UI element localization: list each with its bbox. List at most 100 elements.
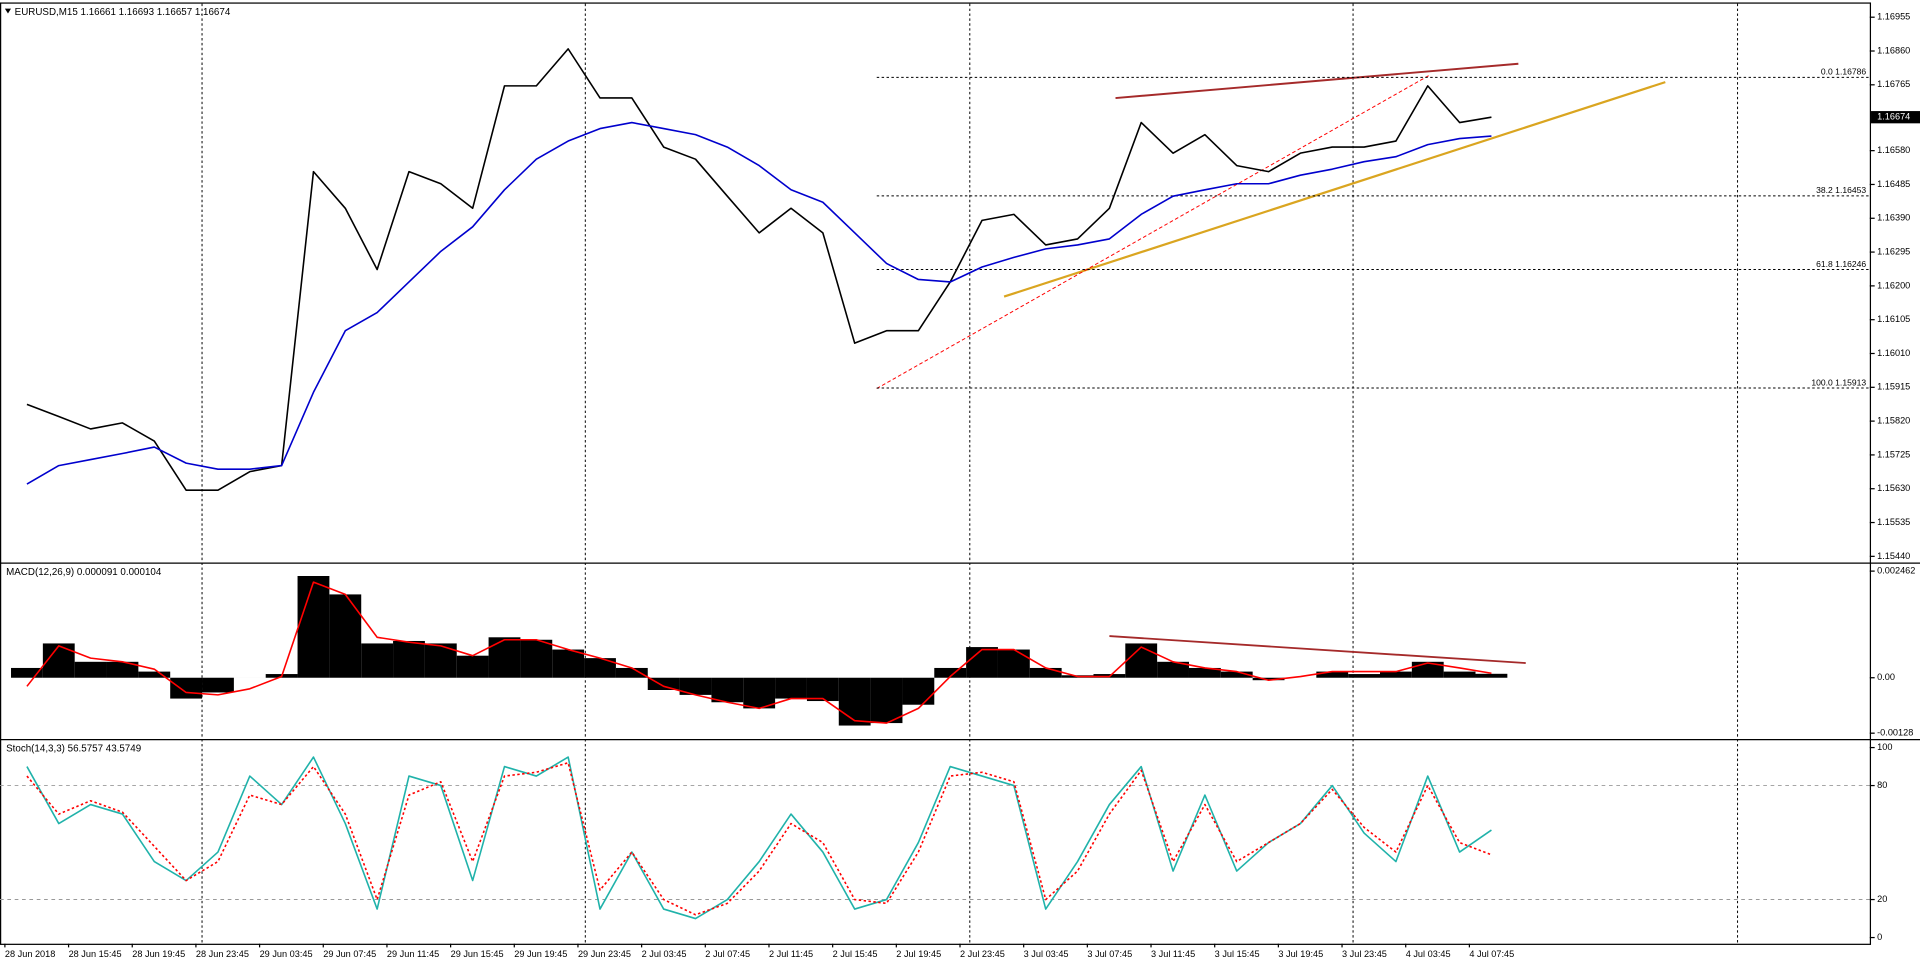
x-tick-label: 29 Jun 11:45 [387, 949, 439, 959]
histogram-bar [743, 677, 776, 709]
x-tick-label: 28 Jun 2018 [5, 949, 55, 959]
histogram-bar [1125, 643, 1158, 678]
current-price-label: 1.16674 [1877, 112, 1910, 122]
x-tick-label: 3 Jul 03:45 [1024, 949, 1069, 959]
series-line [26, 761, 1492, 916]
y-tick-label: 1.16955 [1877, 12, 1910, 22]
x-tick-label: 2 Jul 11:45 [769, 949, 813, 959]
histogram-bar [106, 661, 139, 678]
y-tick-label: 100 [1877, 742, 1892, 752]
histogram-bar [997, 649, 1030, 678]
y-tick-label: 1.16010 [1877, 348, 1910, 358]
histogram-bar [11, 667, 43, 678]
x-tick-label: 28 Jun 15:45 [69, 949, 122, 959]
x-tick-label: 3 Jul 15:45 [1215, 949, 1260, 959]
histogram-bar [615, 667, 648, 678]
y-tick-label: 1.16105 [1877, 314, 1910, 324]
stoch-title: Stoch(14,3,3) 56.5757 43.5749 [6, 743, 141, 754]
histogram-bar [297, 576, 330, 678]
y-tick-label: 0 [1877, 932, 1882, 942]
histogram-bar [1029, 667, 1062, 678]
y-tick-label: 1.16200 [1877, 280, 1910, 290]
histogram-bar [1157, 661, 1189, 678]
histogram-bar [679, 677, 712, 695]
y-tick-label: 1.16765 [1877, 79, 1910, 89]
y-tick-label: 20 [1877, 894, 1887, 904]
histogram-bar [1475, 673, 1508, 678]
histogram-bar [966, 647, 998, 678]
histogram-bar [138, 671, 171, 678]
x-tick-label: 2 Jul 23:45 [960, 949, 1005, 959]
fib-baseline [876, 74, 1431, 389]
x-tick-label: 28 Jun 19:45 [132, 949, 185, 959]
histogram-bar [584, 658, 616, 678]
x-tick-label: 29 Jun 07:45 [323, 949, 376, 959]
y-tick-label: 1.16860 [1877, 45, 1910, 55]
x-tick-label: 3 Jul 11:45 [1151, 949, 1195, 959]
histogram-bar [456, 655, 489, 678]
histogram-bar [488, 637, 521, 678]
x-tick-label: 29 Jun 03:45 [260, 949, 313, 959]
frame-box [0, 2, 1872, 945]
histogram-bar [361, 643, 394, 678]
macd-trendline [1109, 635, 1526, 664]
x-tick-label: 2 Jul 15:45 [833, 949, 878, 959]
y-tick-label: 0.00 [1877, 672, 1895, 682]
histogram-bar [393, 640, 425, 678]
fib-label: 0.0 1.16786 [1821, 67, 1866, 77]
y-tick-label: 1.15440 [1877, 551, 1910, 561]
y-tick-label: 1.15915 [1877, 382, 1910, 392]
series-line [26, 48, 1492, 491]
x-tick-label: 4 Jul 07:45 [1469, 949, 1514, 959]
histogram-bar [552, 649, 585, 678]
histogram-bar [711, 677, 744, 703]
y-tick-label: 1.15630 [1877, 483, 1910, 493]
support-trendline [1003, 81, 1666, 298]
fib-label: 38.2 1.16453 [1816, 185, 1866, 195]
histogram-bar [902, 677, 935, 705]
x-tick-label: 3 Jul 19:45 [1278, 949, 1323, 959]
y-tick-label: 1.16580 [1877, 145, 1910, 155]
macd-title: MACD(12,26,9) 0.000091 0.000104 [6, 567, 162, 578]
fib-label: 100.0 1.15913 [1811, 377, 1866, 387]
y-tick-label: 1.16390 [1877, 213, 1910, 223]
histogram-bar [806, 677, 839, 702]
x-tick-label: 29 Jun 19:45 [514, 949, 567, 959]
histogram-bar [1188, 667, 1221, 678]
chart-title: EURUSD,M15 1.16661 1.16693 1.16657 1.166… [15, 7, 231, 18]
x-tick-label: 2 Jul 19:45 [896, 949, 941, 959]
resistance-trendline [1115, 62, 1519, 100]
histogram-bar [870, 677, 903, 724]
y-tick-label: 80 [1877, 780, 1887, 790]
current-price-box [1871, 111, 1920, 124]
histogram-bar [1443, 671, 1476, 678]
histogram-bar [520, 639, 553, 678]
histogram-bar [1316, 671, 1349, 678]
histogram-bar [74, 661, 107, 678]
histogram-bar [329, 594, 362, 678]
menu-icon[interactable] [4, 8, 12, 14]
histogram-bar [1348, 674, 1380, 678]
x-tick-label: 29 Jun 15:45 [451, 949, 504, 959]
x-tick-label: 2 Jul 07:45 [705, 949, 750, 959]
y-tick-label: 1.16485 [1877, 179, 1910, 189]
series-line [26, 581, 1492, 724]
y-tick-label: 1.16295 [1877, 246, 1910, 256]
histogram-bar [202, 677, 234, 693]
x-tick-label: 29 Jun 23:45 [578, 949, 631, 959]
drawn-objects [876, 62, 1666, 664]
x-tick-label: 2 Jul 03:45 [642, 949, 687, 959]
x-tick-label: 4 Jul 03:45 [1406, 949, 1451, 959]
x-tick-label: 3 Jul 23:45 [1342, 949, 1387, 959]
fib-label: 61.8 1.16246 [1816, 259, 1866, 269]
frame [0, 2, 1920, 945]
histogram-bar [1380, 671, 1412, 678]
histogram-bar [1252, 677, 1285, 681]
x-tick-label: 28 Jun 23:45 [196, 949, 249, 959]
histogram-bar [170, 677, 203, 699]
series-line [26, 121, 1492, 485]
